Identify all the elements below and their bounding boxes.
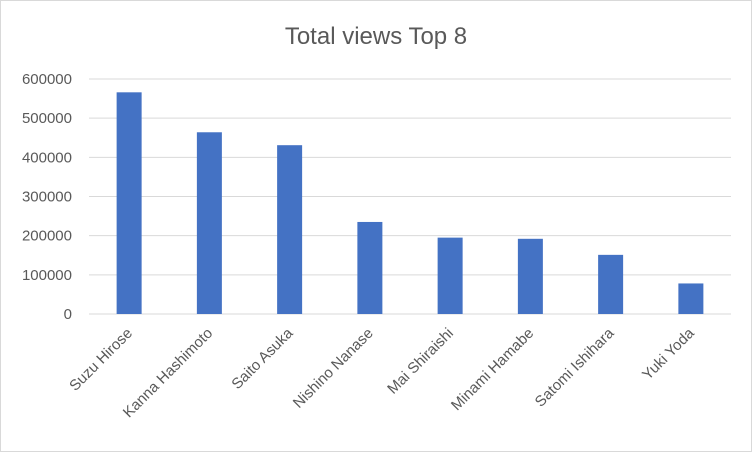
x-tick-label: Mai Shiraishi [384,325,457,398]
bar [598,254,624,314]
x-tick-label: Kanna Hashimoto [120,325,216,421]
x-tick-label: Satomi Ishihara [532,324,618,410]
bar [678,283,704,314]
bar [116,92,142,314]
chart-title: Total views Top 8 [284,23,468,50]
bar [196,132,222,314]
x-tick-label: Nishino Nanase [290,325,377,412]
bar [277,145,303,314]
x-tick-label: Suzu Hirose [66,325,136,395]
y-tick-label: 200000 [22,228,72,245]
y-tick-label: 500000 [22,110,72,127]
y-tick-label: 600000 [22,71,72,88]
y-tick-label: 0 [64,306,72,323]
bar [437,237,463,314]
bar [357,221,383,314]
x-tick-label: Minami Hamabe [448,325,537,414]
y-tick-label: 300000 [22,189,72,206]
x-tick-label: Saito Asuka [228,324,297,393]
x-tick-label: Yuki Yoda [639,324,698,383]
y-tick-label: 100000 [22,267,72,284]
bar [517,238,543,314]
y-tick-label: 400000 [22,149,72,166]
